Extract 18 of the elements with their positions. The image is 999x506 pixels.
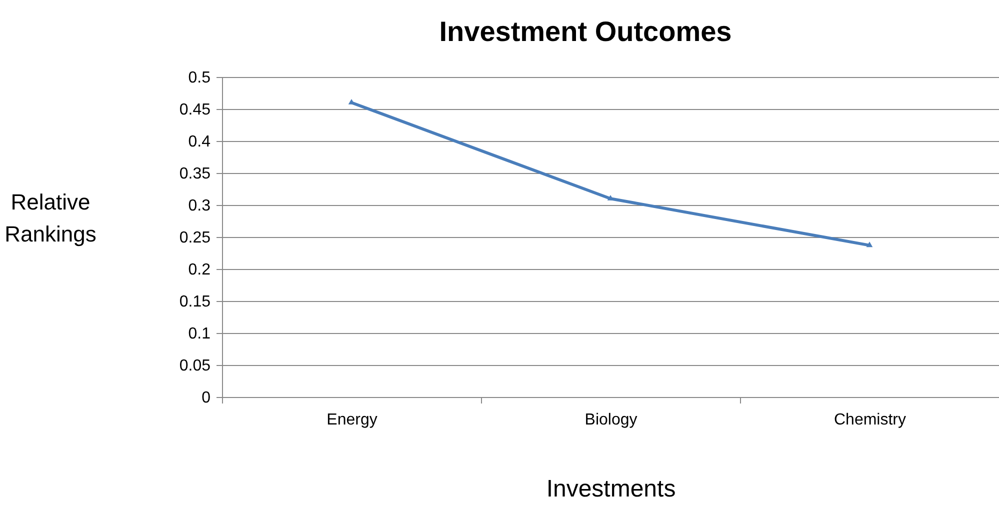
y-tick-label: 0 [202,390,211,406]
x-tick-label: Chemistry [834,412,906,428]
x-tick-label: Biology [584,412,638,428]
y-tick-label: 0.15 [179,294,211,310]
chart-title: Investment Outcomes [439,16,732,47]
y-tick-label: 0.05 [179,358,211,374]
y-tick-label: 0.35 [179,166,211,182]
y-tick-label: 0.3 [188,198,211,214]
y-tick-label: 0.4 [188,134,211,150]
y-tick-label: 0.2 [188,262,211,278]
y-tick-label: 0.1 [188,326,211,342]
y-tick-label: 0.45 [179,102,211,118]
point [866,242,873,248]
y-tick-label: 0.5 [188,70,211,86]
y-axis-title: Relative Rankings [4,190,96,246]
x-axis-title: Investments [546,476,676,502]
x-tick-label: Energy [326,412,378,428]
y-tick-label: 0.25 [179,230,211,246]
